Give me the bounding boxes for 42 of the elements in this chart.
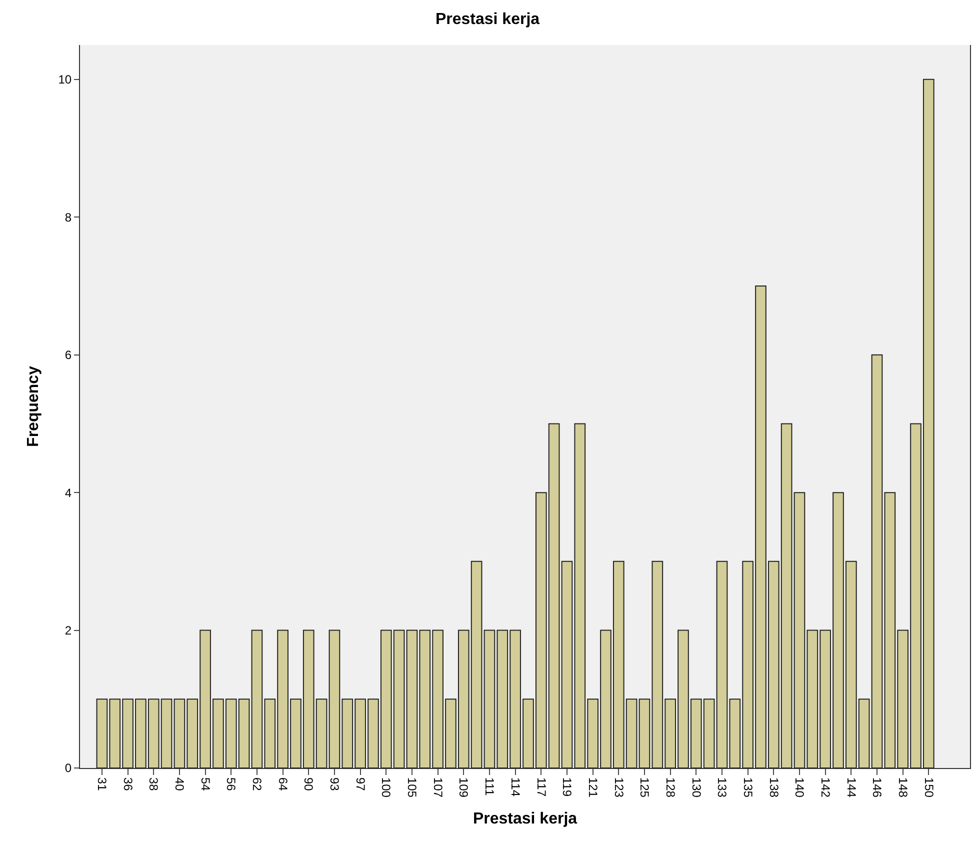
- x-tick-label: 62: [250, 777, 264, 792]
- chart-title: Prestasi kerja: [435, 11, 540, 28]
- x-tick-label: 97: [353, 777, 368, 792]
- x-tick-label: 144: [844, 777, 858, 798]
- x-axis-title: Prestasi kerja: [472, 810, 578, 828]
- x-tick-label: 31: [95, 777, 110, 792]
- x-tick-label: 140: [792, 777, 807, 798]
- x-tick-label: 135: [740, 777, 755, 798]
- x-tick-label: 64: [276, 777, 290, 792]
- y-tick-label: 0: [64, 761, 72, 776]
- x-tick-label: 56: [224, 777, 238, 792]
- x-tick-label: 123: [612, 777, 626, 798]
- x-tick-label: 114: [508, 777, 522, 797]
- x-tick-label: 40: [172, 777, 187, 792]
- x-tick-label: 100: [379, 777, 394, 798]
- x-tick-label: 125: [638, 777, 652, 798]
- y-tick-label: 4: [64, 486, 72, 500]
- x-tick-label: 121: [586, 777, 600, 798]
- x-tick-label: 36: [120, 777, 135, 792]
- x-tick-label: 148: [896, 777, 910, 798]
- x-tick-label: 119: [560, 777, 574, 797]
- x-tick-label: 105: [405, 777, 420, 798]
- x-tick-label: 109: [456, 777, 471, 798]
- y-tick-label: 10: [58, 72, 72, 87]
- y-tick-label: 2: [64, 623, 72, 638]
- x-tick-label: 133: [715, 777, 730, 798]
- x-tick-label: 142: [818, 777, 832, 798]
- x-tick-label: 130: [689, 777, 704, 798]
- x-tick-label: 138: [766, 777, 781, 798]
- y-tick-label: 6: [64, 348, 72, 362]
- x-tick-label: 90: [302, 777, 316, 792]
- x-tick-label: 146: [870, 777, 884, 798]
- y-axis-title: Frequency: [25, 366, 42, 447]
- x-tick-label: 111: [482, 777, 497, 796]
- x-tick-label: 107: [430, 777, 445, 798]
- x-tick-label: 117: [534, 777, 548, 797]
- y-tick-label: 8: [64, 210, 72, 224]
- x-tick-label: 38: [146, 777, 161, 792]
- x-tick-label: 150: [922, 777, 936, 798]
- x-tick-label: 93: [328, 777, 342, 792]
- x-tick-label: 128: [663, 777, 678, 798]
- x-tick-label: 54: [198, 777, 212, 792]
